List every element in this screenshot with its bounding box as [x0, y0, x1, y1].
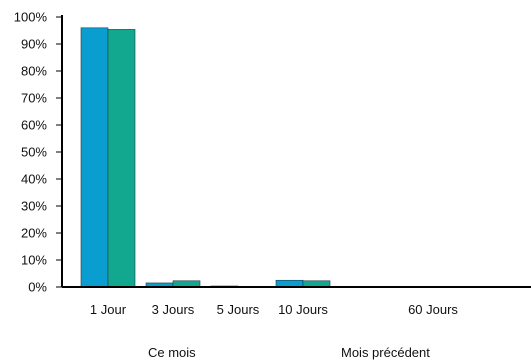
y-tick-label: 40% — [21, 172, 47, 187]
bars — [80, 27, 331, 288]
bar-mois-precedent-1 — [107, 29, 136, 288]
bar-ce-mois-4 — [275, 279, 304, 288]
legend-series-2: Mois précédent — [341, 345, 430, 360]
x-tick-label: 3 Jours — [152, 302, 195, 317]
y-tick-label: 20% — [21, 226, 47, 241]
y-tick-label: 90% — [21, 37, 47, 52]
y-axis: 0% 10% 20% 30% 40% 50% 60% 70% 80% 90% 100% — [14, 10, 63, 295]
legend-series-1: Ce mois — [148, 345, 196, 360]
x-tick-label: 5 Jours — [217, 302, 260, 317]
y-tick-label: 100% — [14, 10, 48, 25]
y-tick-label: 60% — [21, 118, 47, 133]
y-tick-label: 0% — [28, 280, 47, 295]
x-axis: 1 Jour 3 Jours 5 Jours 10 Jours 60 Jours — [62, 286, 531, 317]
y-tick-label: 50% — [21, 145, 47, 160]
y-tick-label: 30% — [21, 199, 47, 214]
x-tick-label: 60 Jours — [408, 302, 458, 317]
y-tick-label: 10% — [21, 253, 47, 268]
bar-ce-mois-1 — [80, 27, 109, 288]
x-tick-label: 10 Jours — [278, 302, 328, 317]
x-tick-label: 1 Jour — [90, 302, 127, 317]
y-tick-label: 80% — [21, 64, 47, 79]
y-tick-label: 70% — [21, 91, 47, 106]
